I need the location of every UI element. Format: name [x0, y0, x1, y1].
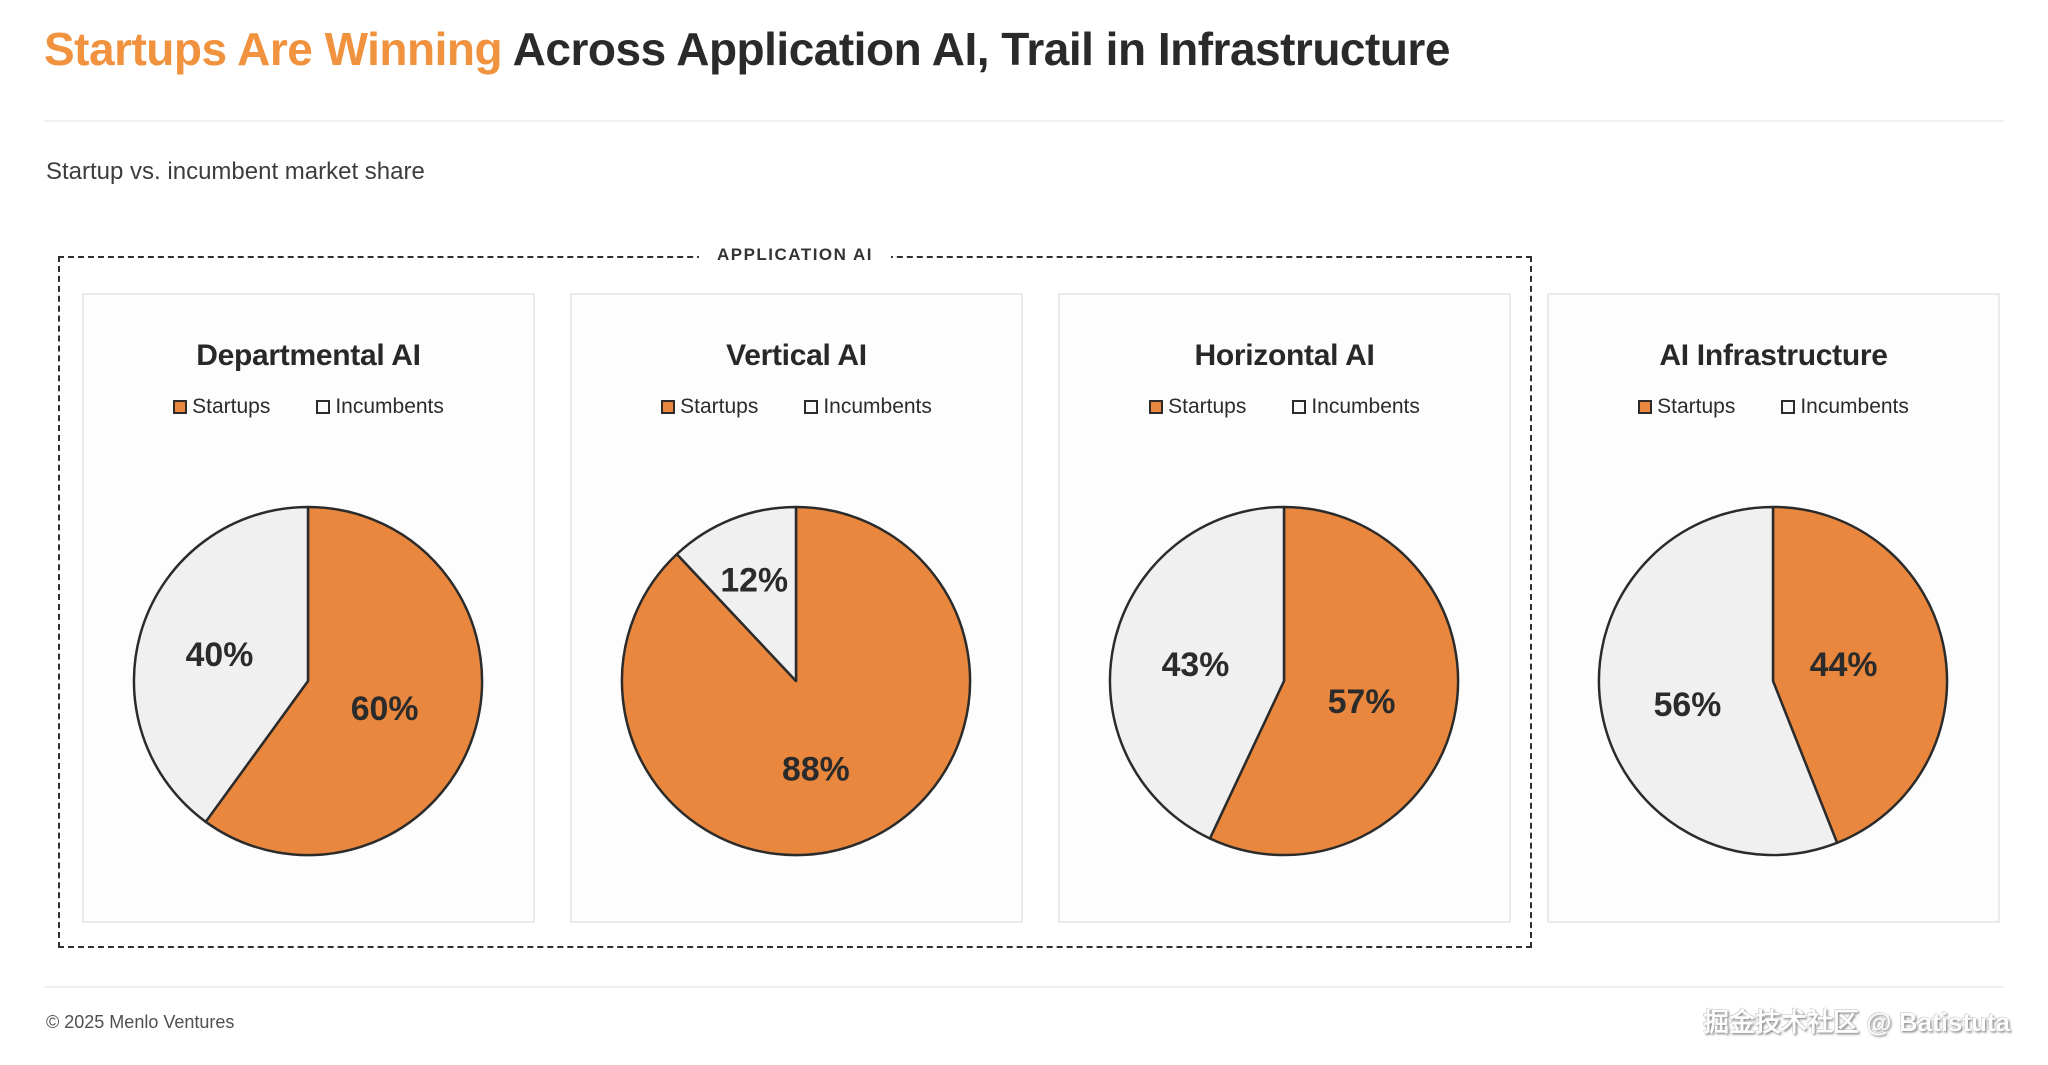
incumbents-swatch-icon: [1781, 400, 1796, 414]
legend-item-incumbents: Incumbents: [804, 395, 932, 419]
pie-svg: 60% 40%: [132, 505, 484, 857]
application-ai-group-label: APPLICATION AI: [698, 245, 892, 265]
legend: Startups Incumbents: [572, 395, 1021, 419]
legend-label-incumbents: Incumbents: [1311, 395, 1420, 418]
startups-slice: [204, 505, 484, 857]
pie-card-title: Horizontal AI: [1194, 339, 1375, 372]
legend: Startups Incumbents: [1549, 395, 1998, 419]
legend-item-startups: Startups: [173, 395, 270, 419]
incumbents-swatch-icon: [804, 400, 819, 414]
slice-label-startups: 44%: [1810, 646, 1878, 684]
startups-swatch-icon: [173, 400, 188, 414]
pie-chart-horizontal-ai: 57% 43%: [1100, 497, 1468, 865]
legend-item-startups: Startups: [1638, 395, 1735, 419]
startups-swatch-icon: [1638, 400, 1653, 414]
slice-label-incumbents: 12%: [720, 561, 788, 599]
legend-label-incumbents: Incumbents: [335, 395, 444, 418]
legend-item-incumbents: Incumbents: [1292, 395, 1420, 419]
legend-label-incumbents: Incumbents: [1800, 395, 1909, 418]
slice-label-incumbents: 56%: [1654, 686, 1722, 724]
chart-subtitle: Startup vs. incumbent market share: [46, 158, 425, 185]
pie-chart-departmental-ai: 60% 40%: [124, 497, 492, 865]
pie-card-title: AI Infrastructure: [1659, 339, 1888, 372]
legend-item-incumbents: Incumbents: [316, 395, 444, 419]
application-ai-group-outline: APPLICATION AI: [58, 245, 1532, 948]
slice-label-startups: 57%: [1328, 683, 1396, 721]
legend-item-startups: Startups: [1149, 395, 1246, 419]
pie-card-title: Departmental AI: [196, 339, 421, 372]
legend-item-incumbents: Incumbents: [1781, 395, 1909, 419]
page-title-highlight: Startups Are Winning: [44, 23, 503, 75]
incumbents-slice: [1108, 505, 1286, 840]
legend-label-startups: Startups: [1168, 395, 1247, 418]
legend-label-startups: Startups: [1657, 395, 1736, 418]
page-title-rest: Across Application AI, Trail in Infrastr…: [502, 23, 1451, 75]
legend-item-startups: Startups: [661, 395, 758, 419]
pie-svg: 57% 43%: [1108, 505, 1460, 857]
incumbents-swatch-icon: [316, 400, 331, 414]
legend: Startups Incumbents: [1060, 395, 1509, 419]
incumbents-swatch-icon: [1292, 400, 1307, 414]
pie-svg: 44% 56%: [1597, 505, 1949, 857]
pie-card-departmental-ai: Departmental AI Startups Incumbents 60% 4…: [82, 293, 535, 923]
footer-divider: [44, 986, 2004, 988]
legend-label-startups: Startups: [192, 395, 271, 418]
pie-chart-vertical-ai: 88% 12%: [612, 497, 980, 865]
pie-chart-ai-infrastructure: 44% 56%: [1589, 497, 1957, 865]
pie-svg: 88% 12%: [620, 505, 972, 857]
slice-label-startups: 88%: [782, 750, 850, 788]
startups-swatch-icon: [1149, 400, 1164, 414]
page-title: Startups Are Winning Across Application …: [44, 22, 1450, 76]
pie-card-ai-infrastructure: AI Infrastructure Startups Incumbents 44…: [1547, 293, 2000, 923]
slice-label-startups: 60%: [351, 690, 419, 728]
pie-card-title: Vertical AI: [726, 339, 867, 372]
slice-label-incumbents: 43%: [1162, 646, 1230, 684]
pie-card-vertical-ai: Vertical AI Startups Incumbents 88% 12%: [570, 293, 1023, 923]
startups-slice: [1771, 505, 1949, 845]
incumbents-slice: [132, 505, 310, 824]
slice-label-incumbents: 40%: [186, 636, 254, 674]
title-divider: [44, 120, 2004, 122]
incumbents-slice: [1597, 505, 1839, 857]
watermark-text: 掘金技术社区 @ Batistuta: [1702, 1007, 2010, 1037]
pie-card-horizontal-ai: Horizontal AI Startups Incumbents 57% 43%: [1058, 293, 1511, 923]
legend-label-incumbents: Incumbents: [823, 395, 932, 418]
legend-label-startups: Startups: [680, 395, 759, 418]
legend: Startups Incumbents: [84, 395, 533, 419]
startups-swatch-icon: [661, 400, 676, 414]
startups-slice: [1208, 505, 1460, 857]
incumbents-slice: [675, 505, 798, 683]
copyright-text: © 2025 Menlo Ventures: [46, 1012, 235, 1032]
